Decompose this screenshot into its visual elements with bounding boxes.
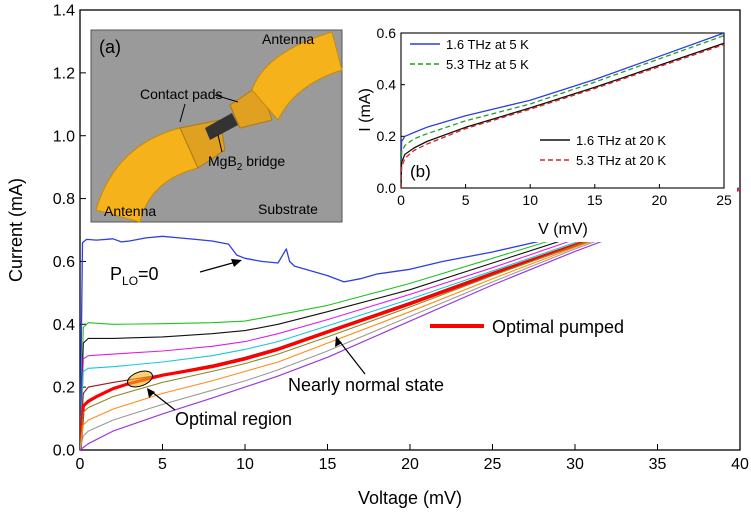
inset-series-5-3-thz-at-20-k xyxy=(401,43,724,188)
inset-x-tick-label: 25 xyxy=(716,192,732,208)
nearly-normal-label: Nearly normal state xyxy=(288,375,444,395)
inset-x-tick-label: 15 xyxy=(587,192,603,208)
contact-pads-pointer-right xyxy=(214,94,239,103)
inset-x-tick-label: 5 xyxy=(462,192,470,208)
inset-y-tick-label: 0.4 xyxy=(377,77,397,93)
antenna-top-shape xyxy=(251,31,343,121)
main-series-plo0 xyxy=(80,186,740,450)
plo-arrow-line xyxy=(199,261,237,273)
main-series-optimal xyxy=(80,187,740,450)
main-x-tick-label: 40 xyxy=(731,456,749,473)
panel-b-label: (b) xyxy=(410,162,431,181)
inset-y-axis-label: I (mA) xyxy=(357,88,374,132)
main-y-tick-label: 1.0 xyxy=(53,128,75,145)
plo-annotation-rest: =0 xyxy=(138,264,159,284)
inset-background xyxy=(355,14,737,242)
main-y-tick-label: 1.2 xyxy=(53,65,75,82)
main-y-tick-label: 0.4 xyxy=(53,317,75,334)
main-y-ticks: 0.0 0.2 0.4 0.6 0.8 1.0 1.2 1.4 xyxy=(53,3,86,460)
main-y-tick-label: 1.4 xyxy=(53,3,75,20)
optimal-region-ellipse xyxy=(127,370,153,388)
main-y-tick-label: 0.6 xyxy=(53,254,75,271)
inset-series-1-6-thz-at-5-k xyxy=(401,33,724,188)
legend-label-2: 5.3 THz at 5 K xyxy=(446,57,529,72)
optimal-region-label: Optimal region xyxy=(175,409,292,429)
bridge-label-main: MgB xyxy=(208,153,237,169)
inset-y-tick-label: 0.0 xyxy=(377,180,397,196)
main-x-tick-label: 0 xyxy=(76,456,85,473)
bridge-label-rest: bridge xyxy=(242,153,285,169)
inset-x-tick-label: 0 xyxy=(397,192,405,208)
antenna-bottom-label: Antenna xyxy=(104,203,156,219)
main-series-orange xyxy=(80,188,740,450)
substrate-label: Substrate xyxy=(258,201,318,217)
inset-x-tick-label: 10 xyxy=(522,192,538,208)
main-x-tick-label: 15 xyxy=(319,456,337,473)
inset-y-tick-label: 0.2 xyxy=(377,128,397,144)
inset-y-ticks: 0.0 0.2 0.4 0.6 xyxy=(377,25,405,196)
bridge-label: MgB2 bridge xyxy=(208,153,285,173)
inset-series-5-3-thz-at-5-k xyxy=(401,34,724,188)
inset-x-axis-label: V (mV) xyxy=(538,221,588,238)
main-y-tick-label: 0.0 xyxy=(53,443,75,460)
main-y-axis-label: Current (mA) xyxy=(6,178,26,282)
plo-annotation-sub: LO xyxy=(122,274,138,288)
main-series-olive xyxy=(80,188,740,450)
main-x-tick-label: 5 xyxy=(158,456,167,473)
optimal-region-arrow-line xyxy=(151,391,176,411)
legend-label-1: 1.6 THz at 5 K xyxy=(446,37,529,52)
inset-legend: 1.6 THz at 5 K 5.3 THz at 5 K 1.6 THz at… xyxy=(410,37,666,168)
main-series-gray xyxy=(80,188,740,450)
optimal-region-arrow-head xyxy=(147,388,155,398)
inset-series-group xyxy=(401,33,724,188)
bridge-pointer xyxy=(217,134,223,153)
main-x-axis-label: Voltage (mV) xyxy=(358,488,462,508)
main-x-tick-label: 10 xyxy=(236,456,254,473)
main-y-tick-label: 0.2 xyxy=(53,380,75,397)
antenna-top-label: Antenna xyxy=(262,31,314,47)
optimal-pumped-label: Optimal pumped xyxy=(492,317,624,337)
main-y-tick-label: 0.8 xyxy=(53,191,75,208)
contact-pads-pointer-left xyxy=(179,103,186,123)
plo-annotation-p: P xyxy=(110,264,122,284)
inset-y-tick-label: 0.6 xyxy=(377,25,397,41)
legend-label-4: 5.3 THz at 20 K xyxy=(576,153,666,168)
panel-a-label: (a) xyxy=(99,37,121,57)
main-series-violet xyxy=(80,188,740,450)
nearly-normal-arrow-head xyxy=(335,336,342,347)
inset-x-tick-label: 20 xyxy=(652,192,668,208)
panel-a-device-schematic: (a) Antenna Antenna Contact pads MgB2 br… xyxy=(90,29,343,223)
plo-annotation: PLO=0 xyxy=(110,264,159,288)
main-series-magenta xyxy=(80,188,740,450)
legend-label-3: 1.6 THz at 20 K xyxy=(576,133,666,148)
inset-x-ticks: 0 5 10 15 20 25 xyxy=(397,184,732,208)
main-series-cyan xyxy=(80,188,740,450)
bridge-label-sub: 2 xyxy=(237,162,243,173)
main-x-tick-label: 25 xyxy=(484,456,502,473)
main-x-tick-label: 20 xyxy=(401,456,419,473)
inset-plot-frame xyxy=(400,32,725,189)
inset-series-1-6-thz-at-20-k xyxy=(401,42,724,188)
plo-arrow-head xyxy=(231,259,242,267)
nearly-normal-arrow-line xyxy=(339,341,366,375)
contact-pads-label: Contact pads xyxy=(140,86,223,102)
main-x-tick-label: 35 xyxy=(649,456,667,473)
mgb2-bridge xyxy=(205,113,238,140)
main-x-ticks: 0 5 10 15 20 25 30 35 40 xyxy=(76,444,749,473)
main-x-tick-label: 30 xyxy=(566,456,584,473)
